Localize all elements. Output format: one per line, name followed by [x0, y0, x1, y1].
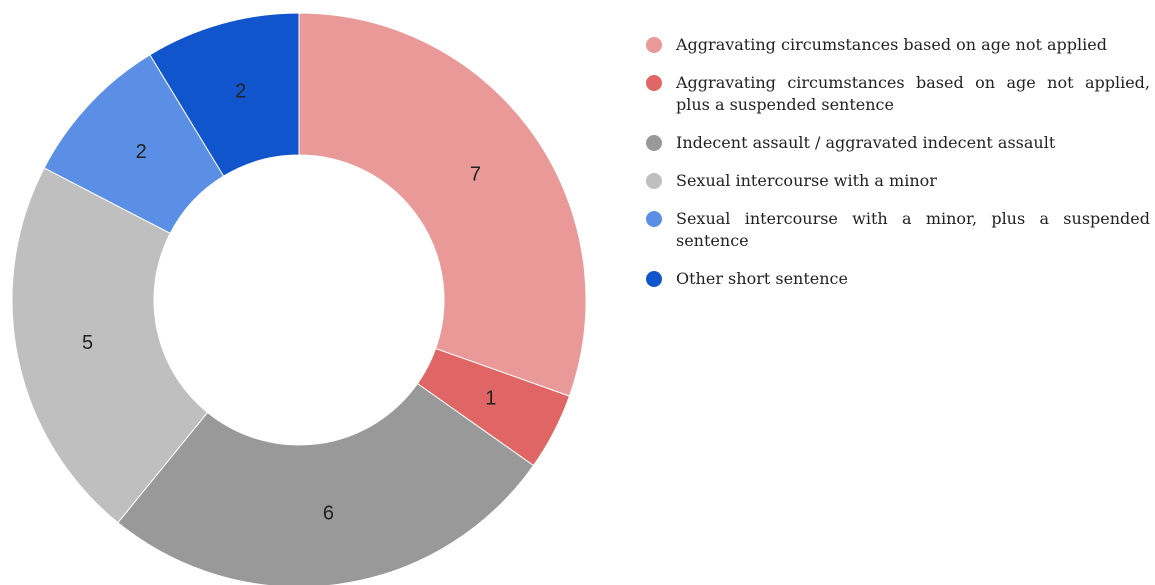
legend-item: Sexual intercourse with a minor, plus a … [640, 208, 1150, 252]
legend-swatch [646, 271, 662, 287]
slice-label: 2 [235, 80, 246, 102]
legend-item: Aggravating circumstances based on age n… [640, 34, 1150, 56]
slice [149, 12, 300, 177]
legend-item: Aggravating circumstances based on age n… [640, 72, 1150, 116]
legend-label: Indecent assault / aggravated indecent a… [676, 133, 1056, 152]
legend-swatch [646, 173, 662, 189]
legend-swatch [646, 135, 662, 151]
legend-swatch [646, 37, 662, 53]
legend-item: Sexual intercourse with a minor [640, 170, 1150, 192]
legend-label: Sexual intercourse with a minor [676, 171, 937, 190]
legend-item: Other short sentence [640, 268, 1150, 290]
legend: Aggravating circumstances based on age n… [640, 34, 1150, 306]
slice-label: 2 [136, 141, 147, 163]
donut: 7 1 6 5 2 2 [11, 12, 587, 585]
slice [298, 12, 587, 397]
slice-label: 5 [82, 332, 93, 354]
legend-swatch [646, 75, 662, 91]
slice [11, 167, 209, 524]
slice-label: 6 [323, 502, 334, 524]
legend-label: Other short sentence [676, 269, 848, 288]
slice-label: 1 [485, 388, 496, 410]
slice-label: 7 [470, 164, 481, 186]
legend-label: Aggravating circumstances based on age n… [676, 35, 1107, 54]
legend-label: Aggravating circumstances based on age n… [676, 73, 1150, 114]
slice [117, 382, 535, 585]
legend-item: Indecent assault / aggravated indecent a… [640, 132, 1150, 154]
legend-label: Sexual intercourse with a minor, plus a … [676, 209, 1150, 250]
legend-swatch [646, 211, 662, 227]
